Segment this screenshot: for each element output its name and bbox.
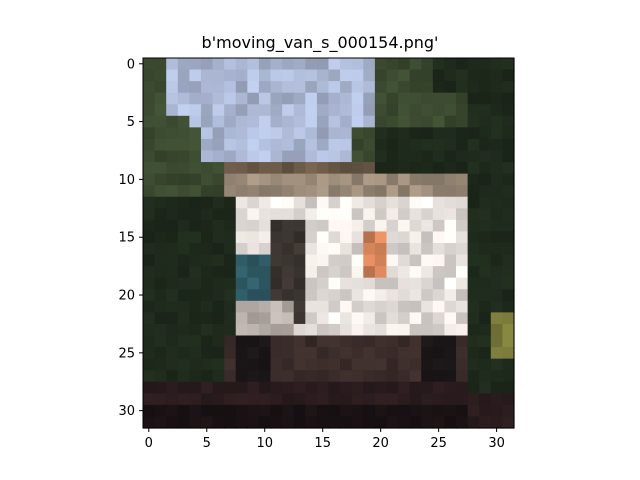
y-tick-label: 20 <box>118 289 135 304</box>
y-tick-label: 0 <box>127 57 135 72</box>
y-tick-label: 30 <box>118 404 135 419</box>
x-tick-label: 5 <box>203 436 211 451</box>
x-tick-label: 10 <box>256 436 273 451</box>
x-tick-label: 0 <box>145 436 153 451</box>
x-tick-label: 20 <box>372 436 389 451</box>
pixel-image <box>143 58 515 429</box>
figure-title: b'moving_van_s_000154.png' <box>201 33 439 52</box>
x-tick-label: 30 <box>488 436 505 451</box>
x-tick-label: 25 <box>430 436 447 451</box>
y-tick-label: 25 <box>118 346 135 361</box>
y-tick-label: 5 <box>127 115 135 130</box>
y-axis: 0 5 10 15 20 25 30 <box>118 57 143 419</box>
axes-frame <box>142 57 515 429</box>
x-tick-label: 15 <box>314 436 331 451</box>
y-tick-label: 15 <box>118 231 135 246</box>
y-tick-label: 10 <box>118 173 135 188</box>
x-axis: 0 5 10 15 20 25 30 <box>145 428 505 451</box>
